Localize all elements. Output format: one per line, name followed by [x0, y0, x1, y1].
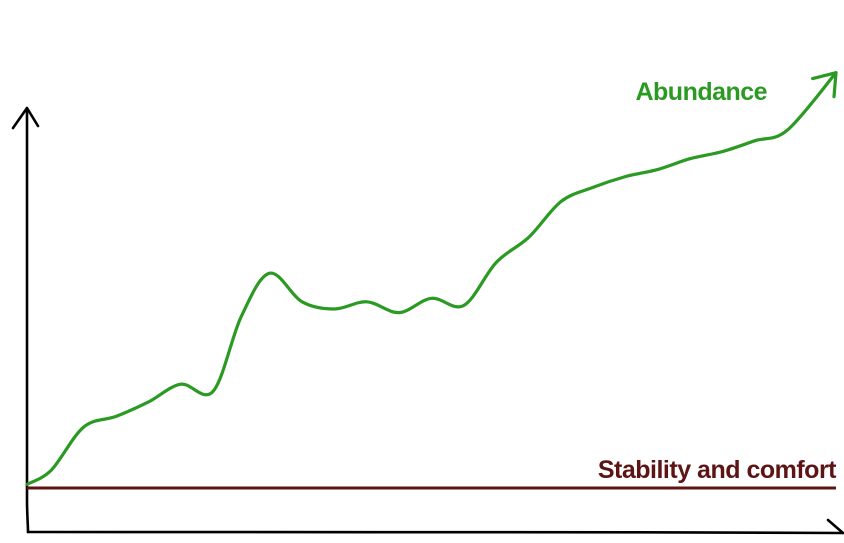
x-axis-arrowhead — [826, 518, 844, 535]
series-arrowhead-abundance — [811, 71, 838, 99]
y-axis-arrowhead — [11, 106, 40, 130]
y-axis-line — [25, 108, 30, 534]
series-line-abundance — [25, 71, 838, 486]
x-axis-line — [26, 530, 844, 535]
series-label-stability: Stability and comfort — [598, 456, 837, 484]
series-label-abundance: Abundance — [635, 78, 767, 106]
